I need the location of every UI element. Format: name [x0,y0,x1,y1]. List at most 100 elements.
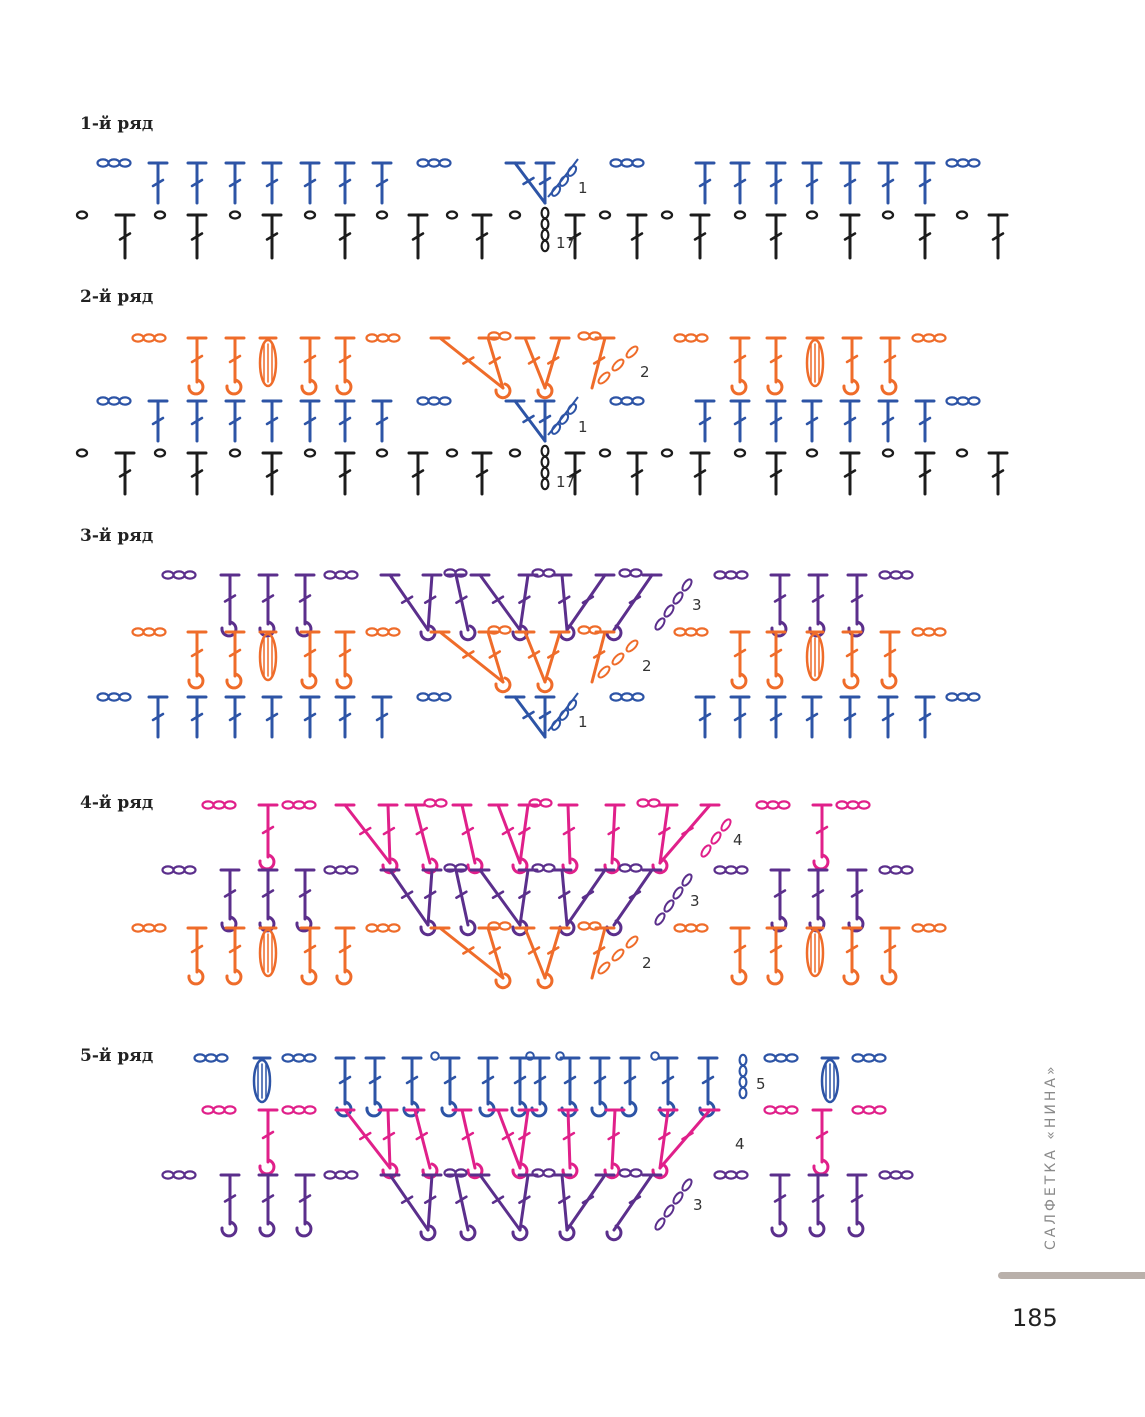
row5-puff [820,1058,840,1104]
row2-chain [487,331,501,341]
row2-hook [494,382,512,400]
row3-fpdc [258,1220,276,1238]
row3-fan-slash [423,595,437,604]
row2-chain [588,331,602,341]
row5-chain [193,1053,207,1063]
row3-fan-slash [558,595,571,604]
row2-turn-chain [611,652,625,666]
row2-hook [494,676,512,694]
row3-chain [713,1170,727,1180]
row4-chain [528,798,542,808]
row1-chain [427,692,441,702]
row2-turn-chain [597,665,611,679]
row3-fpdc [850,1194,864,1203]
row2-fan-stem [543,336,562,390]
row2-fpdc [190,354,204,364]
row1-chain [118,158,132,168]
row2-fpdc [880,672,898,690]
row1-chain [438,396,452,406]
row2-fan-stem [523,630,547,684]
row2-fpdc [880,378,898,396]
row1-dc [843,712,857,722]
row2-fpdc [190,944,204,954]
row4-fan-slash [359,1131,372,1141]
row-1-title: 1-й ряд [80,114,154,134]
base-chain [508,448,522,458]
row3-fan-slash [518,595,531,604]
row2-chain [142,333,156,343]
base-dc [568,232,582,241]
row2-chain [365,333,379,343]
row1-dc [769,416,783,426]
row1-dc [733,712,747,722]
row3-chain [878,1170,892,1180]
row4-fan-slash [518,1131,531,1141]
row1-dc [733,416,747,426]
row4-fpdc [258,853,276,871]
base-chain [660,210,674,220]
row4-fan-stem [343,1108,392,1170]
row2-fpdc [883,354,897,364]
row3-fan-stem [560,868,569,927]
row1-dc [151,712,165,722]
row2-fpdc [730,378,748,396]
row2-fpdc [733,354,747,364]
row1-fan-slash [522,414,535,424]
row1-chain [416,396,430,406]
row1-dc [805,712,819,722]
row2-fan-slash [527,356,541,365]
row1-chain [609,692,623,702]
marker-row5-5: 5 [756,1075,766,1093]
row3-chain [345,570,359,580]
row3-chain [334,570,348,580]
row-4-title: 4-й ряд [80,793,154,813]
row3-chain [618,568,632,578]
row4-fan-stem [610,803,617,865]
row3-fan-stem [612,1173,654,1232]
row3-chain [629,1168,643,1178]
base-dc [630,469,644,478]
row3-fpdc [811,889,825,898]
row3-chain [161,865,175,875]
row5-fpdc [701,1075,715,1085]
base-dc [411,232,425,241]
base-dc [265,469,279,478]
base-chain [75,448,89,458]
row3-chain [183,570,197,580]
row2-chain [376,627,390,637]
row3-hook [558,624,576,642]
row5-fpdc [478,1100,496,1118]
row3-fan-slash [491,890,505,899]
row3-fan-stem [454,573,470,632]
row5-turn-chain [738,1053,748,1067]
row1-fan-slash [522,176,535,186]
row1-chain [96,692,110,702]
row3-chain [323,1170,337,1180]
row2-fan-stem [543,926,562,980]
row3-hook [605,1224,623,1242]
row2-chain [673,627,687,637]
row1-dc [698,712,712,722]
row2-turn-chain [611,948,625,962]
row5-picot [525,1051,535,1061]
row4-fan-slash [501,826,515,836]
row2-fpdc [769,648,783,658]
row5-fpdc [658,1100,676,1118]
row2-chain [131,923,145,933]
row2-chain [933,627,947,637]
row2-turn-chain [611,358,625,372]
marker-row2-17: 17 [556,473,575,491]
base-dc [918,232,932,241]
marker-row5-4: 4 [735,1135,745,1153]
row2-hook [536,972,554,990]
row2-chain [487,625,501,635]
row2-chain [922,333,936,343]
row1-dc [918,712,932,722]
row2-fan-slash [547,650,560,659]
row3-chain [443,1168,457,1178]
row3-chain [531,568,545,578]
row2-fpdc [338,944,352,954]
row4-chain [857,800,871,810]
row1-chain [107,396,121,406]
row3-fpdc [261,594,275,603]
